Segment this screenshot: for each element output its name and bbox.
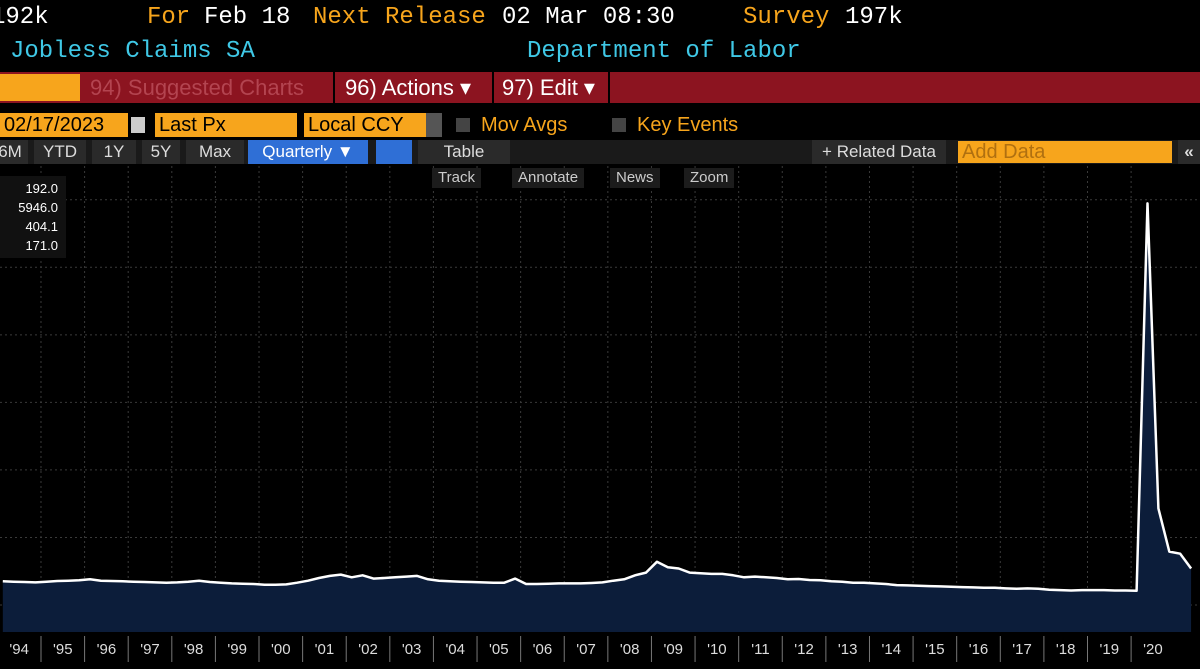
tab[interactable]: 5Y (142, 140, 180, 164)
menu-suggested-charts[interactable]: 94) Suggested Charts (90, 75, 305, 100)
checkbox[interactable] (456, 118, 470, 132)
legend-last: 192.0 (25, 181, 58, 196)
tab[interactable]: Table (418, 140, 510, 164)
tab[interactable]: Max (186, 140, 244, 164)
x-tick-label: '06 (533, 641, 553, 658)
x-tick-label: '95 (53, 641, 73, 658)
x-tick-label: '09 (663, 641, 683, 658)
for-label: For (147, 4, 191, 31)
currency-select[interactable]: Local CCY (304, 113, 426, 137)
next-release-label: Next Release (313, 4, 486, 31)
x-tick-label: '11 (751, 641, 769, 658)
x-tick-label: '94 (9, 641, 29, 658)
chart-type-icon[interactable] (376, 140, 412, 164)
menu-actions[interactable]: 96) Actions ▾ (345, 75, 471, 100)
x-tick-label: '00 (271, 641, 291, 658)
x-tick-label: '01 (315, 641, 335, 658)
separator (492, 72, 494, 103)
date-field[interactable]: 02/17/2023 (0, 113, 128, 137)
legend-high: 5946.0 (18, 200, 58, 215)
security-source: Department of Labor (527, 38, 801, 65)
x-tick-label: '08 (620, 641, 640, 658)
legend-box (0, 176, 66, 258)
tab-selected[interactable]: Quarterly ▼ (248, 140, 368, 164)
menu-edit[interactable]: 97) Edit ▾ (502, 75, 595, 100)
last-value: 192k (0, 4, 49, 31)
x-tick-label: '02 (358, 641, 378, 658)
series-line (2, 202, 1193, 593)
menu-box[interactable] (0, 74, 80, 101)
tool-news[interactable]: News (610, 168, 660, 188)
x-tick-label: '20 (1143, 641, 1163, 658)
x-tick-label: '99 (227, 641, 247, 658)
x-tick-label: '15 (925, 641, 945, 658)
x-tick-label: '19 (1100, 641, 1120, 658)
separator (608, 72, 610, 103)
x-tick-label: '12 (794, 641, 814, 658)
dropdown-arrow[interactable] (426, 113, 442, 137)
mov-avgs[interactable]: Mov Avgs (481, 114, 568, 136)
tool-annotate[interactable]: Annotate (512, 168, 585, 188)
survey-value: 197k (845, 4, 903, 31)
tab[interactable]: YTD (34, 140, 86, 164)
field-select[interactable]: Last Px (155, 113, 297, 137)
x-tick-label: '17 (1012, 641, 1032, 658)
separator (333, 72, 335, 103)
related-data[interactable]: + Related Data (812, 140, 946, 164)
next-release-value: 02 Mar 08:30 (502, 4, 675, 31)
tab[interactable]: 1Y (92, 140, 136, 164)
x-tick-label: '03 (402, 641, 422, 658)
area-fill (2, 203, 1192, 632)
survey-label: Survey (743, 4, 830, 31)
legend-average: 404.1 (25, 219, 58, 234)
x-tick-label: '07 (576, 641, 596, 658)
x-tick-label: '04 (445, 641, 465, 658)
security-title: Jobless Claims SA (10, 38, 255, 65)
x-tick-label: '14 (881, 641, 901, 658)
tab[interactable]: 6M (0, 140, 28, 164)
x-tick-label: '10 (707, 641, 727, 658)
x-tick-label: '96 (97, 641, 117, 658)
checkbox[interactable] (612, 118, 626, 132)
add-data-field[interactable]: Add Data (958, 141, 1172, 163)
x-tick-label: '98 (184, 641, 204, 658)
menu-bar (0, 72, 1200, 103)
x-tick-label: '05 (489, 641, 509, 658)
legend-low: 171.0 (25, 238, 58, 253)
plot-area (0, 166, 1200, 632)
x-tick-label: '13 (838, 641, 858, 658)
x-tick-label: '97 (140, 641, 160, 658)
calendar-icon[interactable] (131, 117, 145, 133)
collapse-button[interactable]: « (1178, 140, 1200, 164)
x-tick-label: '18 (1056, 641, 1076, 658)
key-events[interactable]: Key Events (637, 114, 739, 136)
x-tick-label: '16 (969, 641, 989, 658)
for-value: Feb 18 (204, 4, 291, 31)
tool-zoom[interactable]: Zoom (684, 168, 735, 188)
tool-track[interactable]: Track (432, 168, 481, 188)
